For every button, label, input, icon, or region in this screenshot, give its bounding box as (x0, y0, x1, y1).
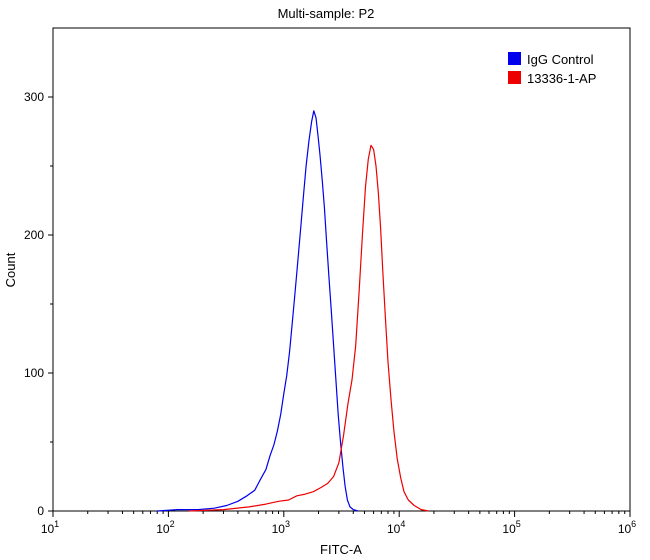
plot-frame (52, 27, 631, 512)
legend-label-igg-control: IgG Control (527, 52, 594, 67)
series-line-13336-1-ap (188, 144, 429, 512)
x-axis-ticks: 101 102 103 104 105 106 (41, 511, 636, 536)
x-tick-label: 106 (618, 519, 636, 536)
series-line-igg-control (157, 110, 359, 512)
chart-title: Multi-sample: P2 (278, 6, 375, 21)
x-tick-label: 103 (272, 519, 290, 536)
legend-swatch-igg-control (508, 52, 521, 65)
series-layer (157, 110, 429, 512)
legend-label-13336-1-ap: 13336-1-AP (527, 71, 596, 86)
legend-swatch-13336-1-ap (508, 71, 521, 84)
y-axis-label: Count (3, 252, 18, 287)
y-tick-label: 200 (24, 228, 44, 242)
x-tick-label: 101 (41, 519, 59, 536)
x-tick-label: 105 (502, 519, 520, 536)
y-axis-ticks: 0 100 200 300 (24, 90, 53, 518)
x-tick-label: 102 (156, 519, 174, 536)
x-tick-label: 104 (387, 519, 405, 536)
legend: IgG Control 13336-1-AP (508, 52, 596, 86)
y-tick-label: 0 (37, 504, 44, 518)
x-axis-label: FITC-A (320, 542, 362, 557)
y-tick-label: 300 (24, 90, 44, 104)
y-tick-label: 100 (24, 366, 44, 380)
